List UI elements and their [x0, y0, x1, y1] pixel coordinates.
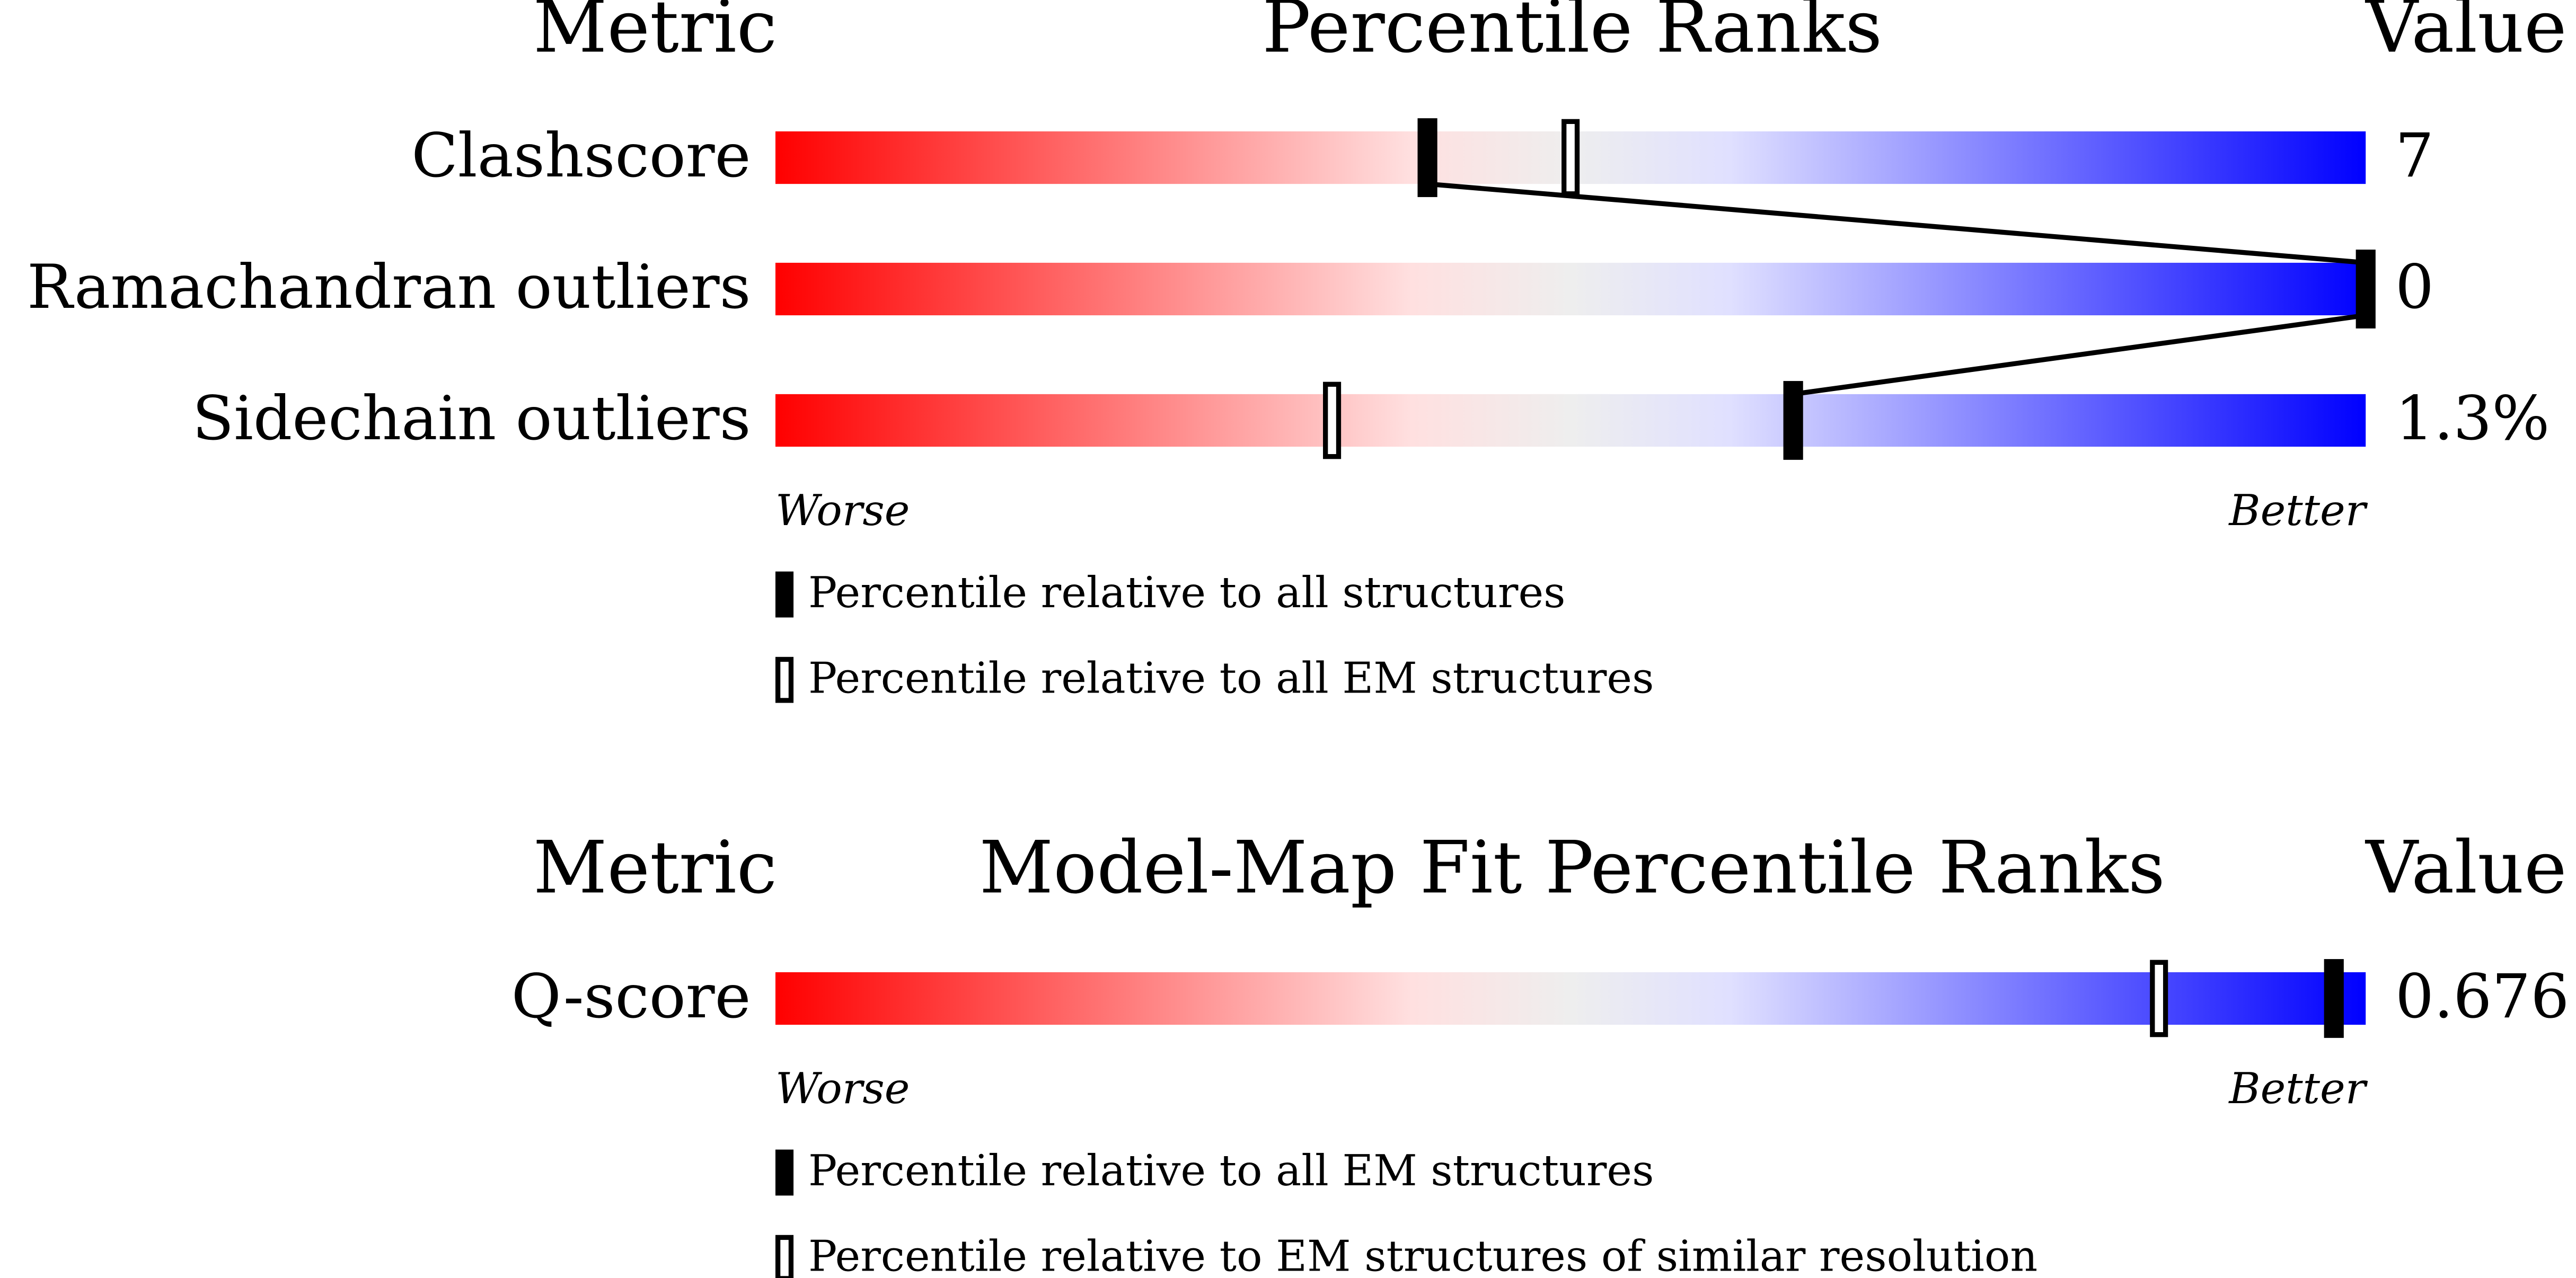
header-metric: Metric	[533, 826, 777, 910]
header-value: Value	[2365, 0, 2566, 69]
slider-bar	[775, 972, 2366, 1025]
header-metric: Metric	[533, 0, 777, 69]
slider-bar	[775, 262, 2366, 316]
legend-open: Percentile relative to EM structures of …	[808, 1231, 2037, 1278]
marker-em	[1562, 119, 1580, 197]
metric-value: 0.676	[2395, 962, 2569, 1032]
connector-line	[1793, 313, 2366, 397]
metric-label: Ramachandran outliers	[27, 252, 751, 323]
worse-label: Worse	[775, 1064, 910, 1114]
legend-filled: Percentile relative to all structures	[808, 568, 1566, 618]
metric-value: 0	[2395, 252, 2434, 323]
metric-label: Clashscore	[411, 121, 751, 191]
better-label: Better	[2228, 1064, 2368, 1114]
legend-filled-icon	[775, 571, 794, 618]
metric-value: 7	[2395, 121, 2434, 191]
marker-all	[1783, 381, 1803, 460]
marker-all	[1417, 118, 1437, 197]
header-title: Percentile Ranks	[1262, 0, 1882, 69]
better-label: Better	[2228, 486, 2368, 536]
marker-all	[2356, 250, 2376, 329]
metric-value: 1.3%	[2395, 384, 2549, 454]
marker-em	[1323, 381, 1342, 459]
connector-line	[1427, 181, 2366, 265]
legend-open: Percentile relative to all EM structures	[808, 653, 1654, 703]
slider-bar	[775, 394, 2366, 447]
legend-open-icon	[775, 1235, 794, 1278]
header-value: Value	[2365, 826, 2566, 910]
header-title: Model-Map Fit Percentile Ranks	[980, 826, 2165, 910]
metric-label: Q-score	[511, 962, 751, 1032]
legend-open-icon	[775, 656, 794, 703]
marker-all	[2324, 959, 2344, 1038]
marker-em	[2150, 960, 2168, 1037]
worse-label: Worse	[775, 486, 910, 536]
legend-filled-icon	[775, 1149, 794, 1196]
legend-filled: Percentile relative to all EM structures	[808, 1146, 1654, 1196]
metric-label: Sidechain outliers	[192, 384, 751, 454]
